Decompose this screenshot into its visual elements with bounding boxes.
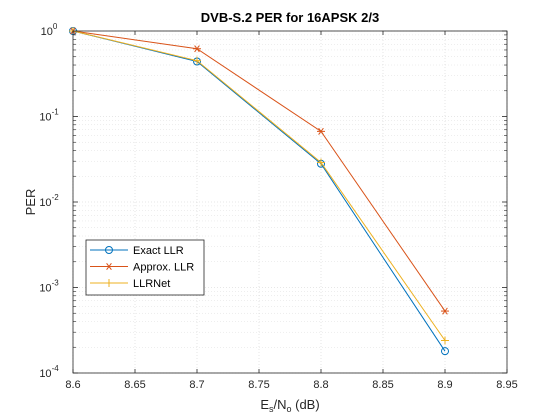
plus-marker bbox=[441, 336, 449, 345]
x-tick-label: 8.85 bbox=[372, 379, 393, 391]
chart-title: DVB-S.2 PER for 16APSK 2/3 bbox=[201, 10, 379, 25]
y-axis-title: PER bbox=[23, 189, 38, 216]
tick-labels: 8.6 8.65 8.7 8.75 8.8 8.85 8.9 8.95 10-4 10-3 10-2… bbox=[39, 22, 517, 391]
plus-marker bbox=[193, 56, 201, 65]
legend-label: Exact LLR bbox=[133, 245, 184, 257]
circle-marker bbox=[105, 246, 113, 254]
legend: Exact LLR Approx. LLR LLRNet bbox=[85, 239, 205, 296]
legend-entry: Exact LLR bbox=[90, 245, 184, 257]
series-line bbox=[72, 30, 446, 312]
asterisk-marker bbox=[105, 262, 113, 271]
series-line bbox=[72, 30, 446, 341]
asterisk-marker bbox=[441, 307, 449, 315]
legend-label: Approx. LLR bbox=[133, 262, 194, 274]
x-axis-title: Es/No (dB) bbox=[260, 397, 319, 414]
asterisk-stroke bbox=[318, 127, 324, 135]
plus-marker bbox=[105, 279, 113, 287]
circle-marker bbox=[441, 347, 449, 356]
y-tick-label: 10-4 bbox=[39, 364, 59, 380]
x-tick-label: 8.95 bbox=[496, 379, 517, 391]
plus-marker bbox=[317, 158, 325, 167]
x-tick-label: 8.75 bbox=[248, 379, 269, 391]
y-tick-label: 10-2 bbox=[39, 193, 59, 209]
legend-entries: Exact LLR Approx. LLR LLRNet bbox=[90, 245, 194, 290]
ticks bbox=[72, 30, 508, 374]
grid bbox=[72, 30, 508, 374]
x-tick-label: 8.9 bbox=[437, 379, 452, 391]
y-tick-label: 10-1 bbox=[39, 108, 59, 124]
asterisk-marker bbox=[317, 127, 325, 135]
asterisk-stroke bbox=[106, 262, 112, 271]
asterisk-marker bbox=[193, 45, 201, 53]
series-group bbox=[69, 27, 449, 356]
legend-entry: LLRNet bbox=[90, 278, 170, 290]
x-tick-label: 8.7 bbox=[189, 379, 204, 391]
asterisk-stroke bbox=[194, 45, 200, 53]
x-tick-label: 8.8 bbox=[313, 379, 328, 391]
y-tick-label: 100 bbox=[41, 22, 58, 38]
x-tick-label: 8.6 bbox=[65, 379, 80, 391]
asterisk-stroke bbox=[442, 307, 448, 315]
x-tick-label: 8.65 bbox=[124, 379, 145, 391]
y-tick-label: 10-3 bbox=[39, 279, 59, 295]
legend-label: LLRNet bbox=[133, 278, 170, 290]
legend-entry: Approx. LLR bbox=[90, 262, 194, 274]
